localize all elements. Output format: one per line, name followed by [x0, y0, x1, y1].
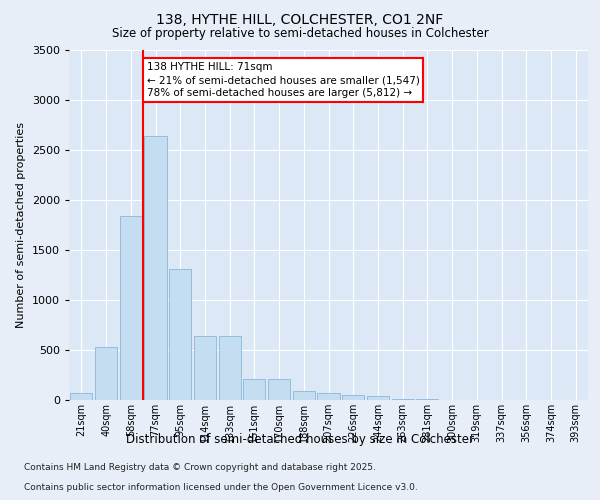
Text: Size of property relative to semi-detached houses in Colchester: Size of property relative to semi-detach…: [112, 28, 488, 40]
Bar: [367, 396, 389, 400]
Bar: [268, 379, 290, 400]
Text: 138 HYTHE HILL: 71sqm
← 21% of semi-detached houses are smaller (1,547)
78% of s: 138 HYTHE HILL: 71sqm ← 21% of semi-deta…: [147, 62, 420, 98]
Bar: [169, 269, 191, 400]
Text: Distribution of semi-detached houses by size in Colchester: Distribution of semi-detached houses by …: [126, 432, 474, 446]
Y-axis label: Number of semi-detached properties: Number of semi-detached properties: [16, 122, 26, 328]
Bar: [194, 336, 216, 400]
Bar: [95, 347, 117, 400]
Bar: [293, 390, 315, 400]
Bar: [416, 399, 439, 400]
Bar: [119, 216, 142, 400]
Bar: [392, 398, 414, 400]
Text: Contains HM Land Registry data © Crown copyright and database right 2025.: Contains HM Land Registry data © Crown c…: [24, 464, 376, 472]
Bar: [70, 392, 92, 400]
Text: 138, HYTHE HILL, COLCHESTER, CO1 2NF: 138, HYTHE HILL, COLCHESTER, CO1 2NF: [157, 12, 443, 26]
Bar: [243, 379, 265, 400]
Bar: [145, 136, 167, 400]
Bar: [218, 336, 241, 400]
Bar: [317, 393, 340, 400]
Text: Contains public sector information licensed under the Open Government Licence v3: Contains public sector information licen…: [24, 484, 418, 492]
Bar: [342, 394, 364, 400]
